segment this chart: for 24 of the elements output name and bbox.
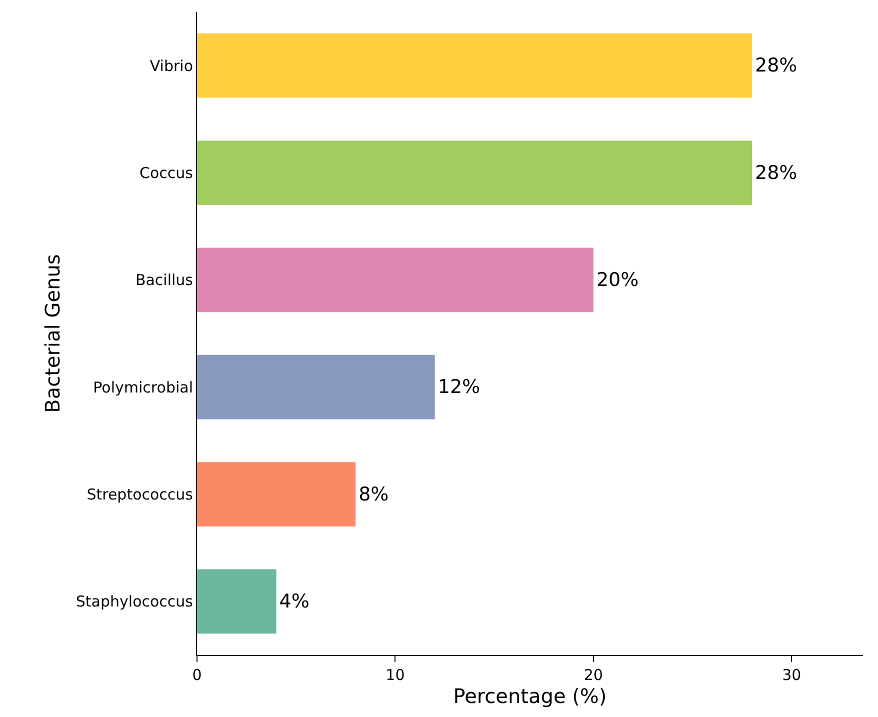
bar	[197, 140, 752, 205]
data-label: 8%	[358, 483, 389, 506]
data-label: 12%	[438, 376, 480, 398]
y-axis-title: Bacterial Genus	[40, 254, 64, 413]
data-label: 4%	[279, 590, 310, 612]
bar	[197, 462, 356, 526]
data-label: 28%	[755, 162, 798, 184]
y-tick-label: Bacillus	[135, 271, 194, 290]
x-axis-title: Percentage (%)	[453, 684, 607, 708]
y-tick-label: Polymicrobial	[93, 378, 193, 396]
y-tick-label: Coccus	[140, 164, 194, 182]
x-tick-label: 30	[782, 666, 802, 684]
data-label: 28%	[755, 54, 798, 77]
bar	[197, 354, 435, 420]
x-tick-label: 0	[192, 666, 202, 684]
x-tick-label: 10	[386, 666, 405, 684]
bar	[197, 248, 594, 312]
bar	[197, 33, 752, 98]
data-label: 20%	[596, 268, 639, 291]
y-tick-label: Staphylococcus	[76, 592, 194, 611]
y-tick-label: Vibrio	[150, 56, 193, 75]
y-tick-label: Streptococcus	[86, 486, 194, 504]
x-tick-label: 20	[584, 666, 603, 684]
bar	[197, 569, 276, 634]
